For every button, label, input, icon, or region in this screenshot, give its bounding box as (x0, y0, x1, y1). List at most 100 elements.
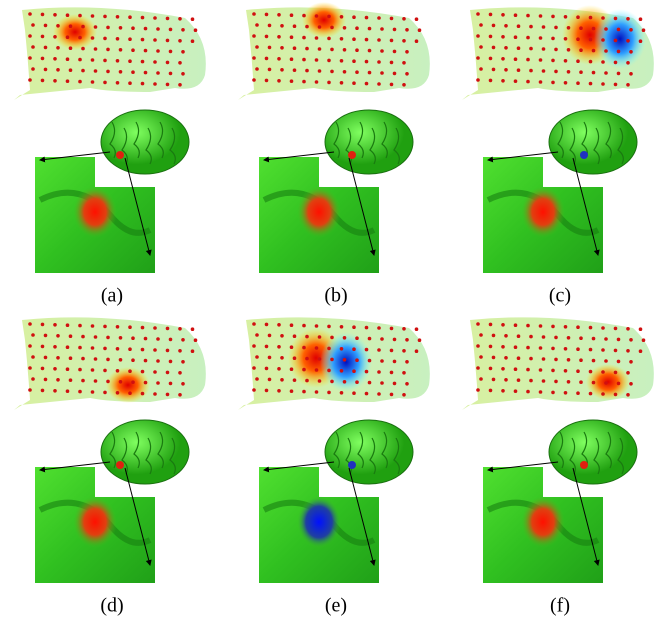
cortex-map (14, 317, 206, 410)
electrode (280, 356, 284, 360)
electrode (377, 38, 381, 42)
brain-spot (348, 461, 356, 469)
electrode (579, 380, 583, 384)
electrode (327, 59, 331, 63)
electrode (305, 69, 309, 73)
electrode (539, 14, 543, 18)
electrode (156, 337, 160, 341)
electrode (489, 35, 493, 39)
electrode (393, 72, 397, 76)
electrode (255, 67, 259, 71)
electrode (119, 380, 123, 384)
electrode (106, 70, 110, 74)
electrode (318, 335, 322, 339)
electrode (343, 336, 347, 340)
electrode (252, 56, 256, 60)
electrode (393, 338, 397, 342)
electrode (589, 16, 593, 20)
electrode (103, 37, 107, 41)
electrode (365, 60, 369, 64)
electrode (592, 49, 596, 53)
electrode (128, 37, 132, 41)
electrode (554, 336, 558, 340)
electrode (141, 392, 145, 396)
electrode (476, 344, 480, 348)
electrode (380, 359, 384, 363)
electrode (526, 324, 530, 328)
electrode (91, 390, 95, 394)
electrode (318, 69, 322, 73)
electrode (539, 390, 543, 394)
electrode (44, 24, 48, 28)
electrode (191, 349, 195, 353)
electrode (639, 327, 643, 331)
electrode (78, 14, 82, 18)
electrode (576, 369, 580, 373)
electrode (614, 327, 618, 331)
electrode (156, 71, 160, 75)
electrode (564, 37, 568, 41)
electrode (352, 37, 356, 41)
electrode (492, 356, 496, 360)
electrode (380, 381, 384, 385)
electrode (116, 59, 120, 63)
electrode (639, 349, 643, 353)
electrode (614, 83, 618, 87)
electrode (265, 57, 269, 61)
inset-spot (297, 496, 341, 548)
electrode (78, 390, 82, 394)
electrode (327, 391, 331, 395)
electrode (405, 72, 409, 76)
electrode (504, 356, 508, 360)
electrode (31, 355, 35, 359)
electrode (355, 380, 359, 384)
electrode (368, 71, 372, 75)
electrode (81, 25, 85, 29)
electrode (280, 46, 284, 50)
electrode (81, 69, 85, 73)
electrode (69, 46, 73, 50)
electrode (476, 366, 480, 370)
electrode (393, 50, 397, 54)
electrode (539, 324, 543, 328)
hotspot (302, 2, 346, 38)
electrode (529, 357, 533, 361)
electrode (277, 345, 281, 349)
electrode (355, 48, 359, 52)
electrode (368, 27, 372, 31)
electrode (352, 81, 356, 85)
electrode (492, 334, 496, 338)
electrode (293, 24, 297, 28)
electrode (66, 79, 70, 83)
electrode (169, 28, 173, 32)
electrode (169, 360, 173, 364)
electrode (340, 59, 344, 63)
electrode (402, 349, 406, 353)
electrode (355, 70, 359, 74)
panel: (e) (238, 317, 430, 616)
electrode (539, 368, 543, 372)
electrode (564, 369, 568, 373)
electrode (106, 26, 110, 30)
electrode (377, 60, 381, 64)
electrode (626, 393, 630, 397)
electrode (277, 389, 281, 393)
electrode (476, 34, 480, 38)
electrode (166, 61, 170, 65)
electrode (601, 392, 605, 396)
coldspot (320, 332, 372, 392)
electrode (629, 28, 633, 32)
electrode (377, 326, 381, 330)
electrode (178, 327, 182, 331)
electrode (277, 323, 281, 327)
electrode (368, 337, 372, 341)
electrode (31, 377, 35, 381)
electrode (489, 13, 493, 17)
electrode (514, 389, 518, 393)
electrode (28, 344, 32, 348)
electrode (153, 60, 157, 64)
electrode (554, 70, 558, 74)
brain (549, 420, 637, 484)
electrode (315, 324, 319, 328)
electrode (592, 381, 596, 385)
